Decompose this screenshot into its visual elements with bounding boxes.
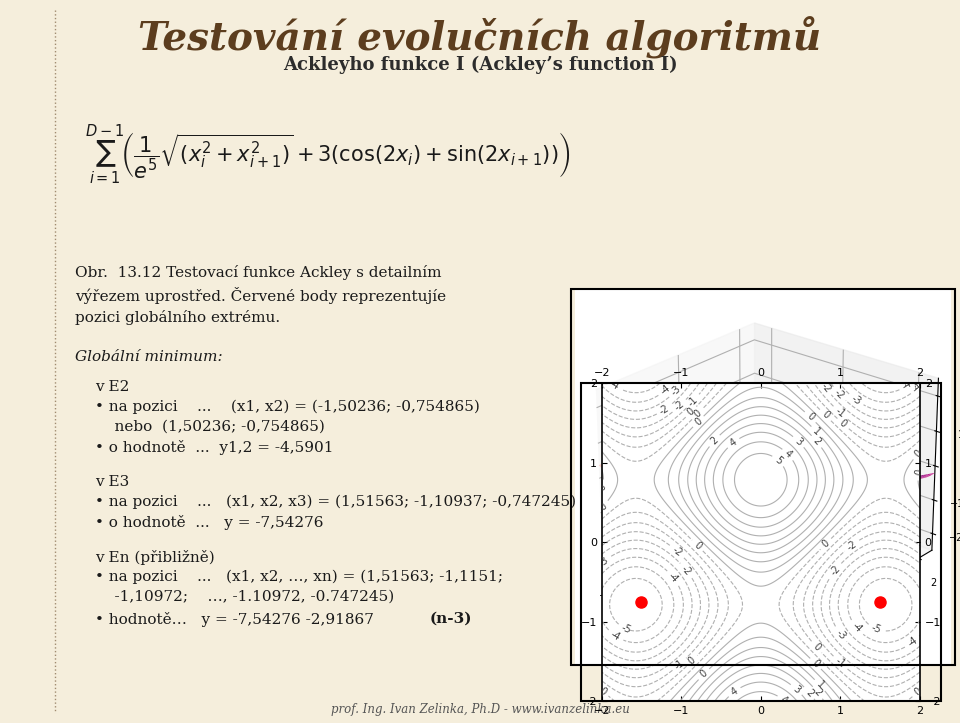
Text: -3: -3 (850, 393, 863, 406)
Text: -3: -3 (833, 628, 848, 641)
Text: (n-3): (n-3) (430, 612, 472, 626)
Text: 4: 4 (779, 694, 789, 706)
Text: 0: 0 (811, 641, 822, 653)
Text: -2: -2 (832, 387, 847, 401)
Text: 2: 2 (708, 435, 720, 446)
Text: -4: -4 (608, 378, 621, 392)
Text: prof. Ing. Ivan Zelinka, Ph.D - www.ivanzelinka.eu: prof. Ing. Ivan Zelinka, Ph.D - www.ivan… (330, 703, 630, 716)
Text: -3: -3 (597, 555, 611, 568)
Text: 0: 0 (686, 655, 698, 667)
Text: v E3: v E3 (95, 475, 130, 489)
Text: 0: 0 (912, 448, 924, 459)
Text: • na pozici    ...    (x1, x2) = (-1,50236; -0,754865)
    nebo  (1,50236; -0,75: • na pozici ... (x1, x2) = (-1,50236; -0… (95, 400, 480, 434)
Text: -4: -4 (850, 621, 864, 635)
Text: 1: 1 (814, 680, 826, 691)
Text: -4: -4 (609, 629, 622, 643)
Text: Testování evolučních algoritmů: Testování evolučních algoritmů (138, 17, 822, 59)
Text: • na pozici    ...   (x1, x2, …, xn) = (1,51563; -1,1151;
    -1,10972;    …, -1: • na pozici ... (x1, x2, …, xn) = (1,515… (95, 570, 503, 604)
Text: Globální minimum:: Globální minimum: (75, 350, 223, 364)
Text: $\sum_{i=1}^{D-1}\!\left(\dfrac{1}{e^5}\sqrt{(x_i^2 + x_{i+1}^2)} + 3(\cos(2x_i): $\sum_{i=1}^{D-1}\!\left(\dfrac{1}{e^5}\… (85, 124, 570, 187)
Text: -1: -1 (833, 656, 847, 669)
Text: 0: 0 (837, 418, 849, 429)
Text: 0: 0 (692, 540, 703, 552)
Text: 0: 0 (810, 658, 821, 669)
Text: 0: 0 (804, 411, 816, 423)
Text: 0: 0 (913, 686, 924, 698)
Text: 2: 2 (804, 687, 815, 698)
Text: 0: 0 (820, 538, 831, 549)
Text: -2: -2 (819, 380, 832, 394)
Text: • o hodnotě  ...   y = -7,54276: • o hodnotě ... y = -7,54276 (95, 515, 324, 530)
Text: -2: -2 (672, 399, 686, 413)
Text: -4: -4 (911, 381, 924, 395)
Text: -2: -2 (845, 539, 858, 552)
Text: -4: -4 (900, 378, 914, 392)
Text: 0: 0 (913, 469, 924, 477)
Text: -2: -2 (658, 403, 671, 416)
Text: -2: -2 (670, 544, 684, 558)
Text: 1: 1 (811, 427, 823, 437)
Text: 3: 3 (793, 436, 804, 448)
Text: -5: -5 (620, 623, 633, 636)
Text: 4: 4 (782, 448, 794, 460)
Text: 0: 0 (692, 408, 703, 420)
Text: v E2: v E2 (95, 380, 130, 394)
Text: 0: 0 (597, 685, 609, 697)
Text: 2: 2 (811, 436, 823, 448)
Text: 4: 4 (729, 686, 740, 698)
Text: 4: 4 (728, 437, 738, 449)
Text: 0: 0 (820, 409, 830, 421)
Text: 2: 2 (812, 687, 824, 698)
Text: Ackleyho funkce I (Ackley’s function I): Ackleyho funkce I (Ackley’s function I) (282, 56, 678, 74)
Text: -4: -4 (905, 636, 920, 649)
Text: -4: -4 (666, 571, 681, 585)
Text: • hodnotě…   y = -7,54276 -2,91867: • hodnotě… y = -7,54276 -2,91867 (95, 612, 384, 627)
Text: 3: 3 (791, 684, 802, 696)
Text: -1: -1 (686, 394, 700, 408)
Text: -4: -4 (659, 383, 672, 397)
Text: 0: 0 (597, 501, 609, 513)
Text: 0: 0 (597, 483, 608, 492)
Text: -5: -5 (870, 623, 882, 636)
Text: 0: 0 (685, 406, 697, 418)
Text: • o hodnotě  ...  y1,2 = -4,5901: • o hodnotě ... y1,2 = -4,5901 (95, 440, 333, 455)
Text: Obr.  13.12 Testovací funkce Ackley s detailním
výřezem uprostřed. Červené body : Obr. 13.12 Testovací funkce Ackley s det… (75, 265, 446, 325)
Text: v En (přibližně): v En (přibližně) (95, 550, 215, 565)
Text: -1: -1 (673, 657, 686, 672)
Text: -2: -2 (680, 563, 693, 578)
Text: • na pozici    ...   (x1, x2, x3) = (1,51563; -1,10937; -0,747245): • na pozici ... (x1, x2, x3) = (1,51563;… (95, 495, 576, 510)
Text: 0: 0 (693, 416, 704, 427)
Text: 5: 5 (773, 455, 784, 466)
Text: -1: -1 (833, 406, 847, 419)
Text: -2: -2 (828, 563, 842, 578)
Text: 0: 0 (698, 669, 709, 680)
Text: -3: -3 (669, 384, 683, 398)
